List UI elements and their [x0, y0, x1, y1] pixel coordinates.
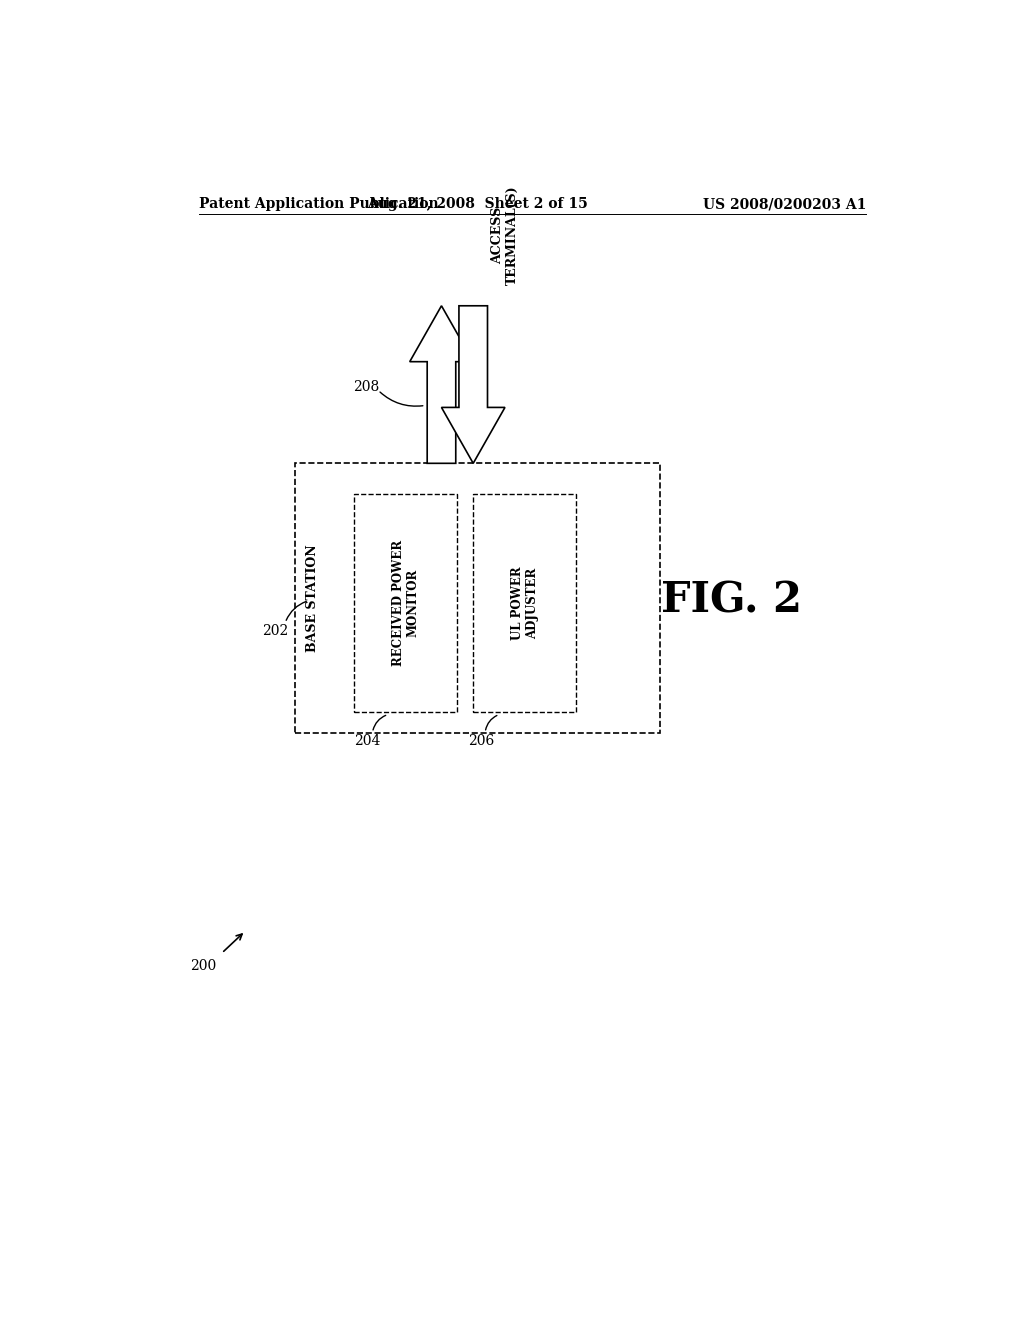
Text: 208: 208: [353, 380, 379, 395]
Text: 206: 206: [468, 734, 495, 748]
Text: 202: 202: [262, 624, 288, 638]
Text: UL POWER
ADJUSTER: UL POWER ADJUSTER: [511, 566, 539, 640]
Text: ACCESS
TERMINAL(S): ACCESS TERMINAL(S): [490, 186, 519, 285]
Text: 200: 200: [190, 960, 216, 973]
Text: RECEIVED POWER
MONITOR: RECEIVED POWER MONITOR: [392, 540, 420, 667]
Text: 204: 204: [354, 734, 381, 748]
Polygon shape: [441, 306, 505, 463]
Bar: [354, 494, 458, 713]
Text: US 2008/0200203 A1: US 2008/0200203 A1: [702, 197, 866, 211]
Text: BASE STATION: BASE STATION: [305, 544, 318, 652]
Text: Aug. 21, 2008  Sheet 2 of 15: Aug. 21, 2008 Sheet 2 of 15: [367, 197, 588, 211]
Text: Patent Application Publication: Patent Application Publication: [200, 197, 439, 211]
Bar: [295, 463, 659, 733]
Polygon shape: [410, 306, 473, 463]
Text: FIG. 2: FIG. 2: [660, 579, 802, 622]
Bar: [473, 494, 577, 713]
